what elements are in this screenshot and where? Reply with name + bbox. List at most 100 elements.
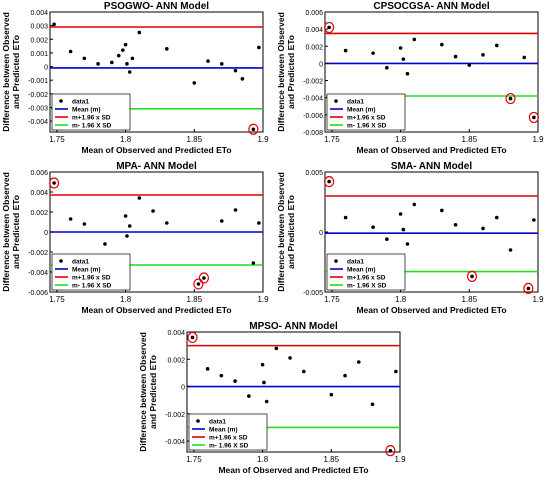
legend-box bbox=[326, 253, 406, 291]
chart-panel-5: MPSO- ANN Model 1.75 1.8 1.85 1.9 0.004 0.002 0… bbox=[138, 321, 406, 475]
data-point bbox=[52, 22, 56, 27]
data-point bbox=[206, 59, 210, 63]
chart-panel-3: MPA- ANN Model 1.75 1.8 1.85 1.9 0.006 0.004 0.… bbox=[1, 161, 269, 315]
legend-label: m+1.96 x SD bbox=[209, 435, 248, 442]
legend-label: data1 bbox=[72, 259, 89, 266]
outlier-highlight bbox=[528, 111, 539, 124]
outlier-highlight bbox=[49, 177, 60, 189]
data-point bbox=[508, 96, 513, 101]
x-tick-label: 1.85 bbox=[187, 135, 203, 144]
outlier-highlight bbox=[187, 331, 198, 344]
data-point bbox=[494, 43, 499, 48]
data-point bbox=[274, 346, 279, 351]
outlier-highlight bbox=[466, 270, 478, 283]
data-point bbox=[96, 62, 100, 66]
y-tick-label: -0.001 bbox=[28, 78, 48, 85]
data-point bbox=[329, 392, 334, 397]
data-point bbox=[190, 335, 195, 340]
data-point bbox=[401, 57, 406, 61]
x-tick-label: 1.75 bbox=[324, 295, 340, 304]
outlier-highlight bbox=[523, 282, 534, 294]
x-tick-label: 1.9 bbox=[257, 135, 269, 144]
y-axis-label: Difference between Observed bbox=[276, 12, 286, 132]
legend-box bbox=[51, 93, 131, 131]
data-point bbox=[130, 56, 135, 61]
data-point bbox=[257, 221, 261, 225]
legend-label: Mean (m) bbox=[347, 107, 376, 114]
y-tick-label: -0.002 bbox=[165, 412, 185, 419]
legend-label: Mean (m) bbox=[72, 267, 101, 274]
y-tick-label: 0.002 bbox=[305, 44, 323, 51]
x-tick-label: 1.75 bbox=[49, 135, 65, 144]
legend-label: m+1.96 x SD bbox=[347, 275, 386, 282]
legend-label: m- 1.96 X SD bbox=[72, 123, 112, 130]
legend-label: m+1.96 x SD bbox=[72, 115, 111, 122]
y-axis-label: and Predicted ETo bbox=[11, 195, 21, 269]
data-point bbox=[233, 379, 237, 383]
data-point bbox=[68, 217, 73, 221]
data-point bbox=[68, 49, 73, 54]
y-axis-label: Difference between Observed bbox=[1, 12, 11, 132]
data-point bbox=[125, 62, 129, 66]
x-tick-label: 1.85 bbox=[324, 455, 340, 464]
y-axis-label: Difference between Observed bbox=[138, 332, 148, 452]
data-point bbox=[385, 65, 389, 70]
legend-box bbox=[188, 413, 268, 451]
x-axis-label: Mean of Observed and Predicted ETo bbox=[81, 305, 231, 315]
legend-label: m- 1.96 X SD bbox=[72, 283, 112, 290]
x-axis-label: Mean of Observed and Predicted ETo bbox=[218, 465, 368, 475]
y-tick-label: 0.002 bbox=[30, 37, 48, 44]
data-point bbox=[137, 30, 142, 35]
x-tick-label: 1.8 bbox=[395, 295, 407, 304]
data-point bbox=[440, 208, 444, 213]
legend-marker-data bbox=[59, 99, 63, 103]
data-point bbox=[385, 237, 389, 241]
data-point bbox=[247, 394, 251, 398]
x-tick-label: 1.9 bbox=[257, 295, 269, 304]
data-point bbox=[356, 360, 361, 364]
x-tick-label: 1.9 bbox=[394, 455, 406, 464]
data-point bbox=[251, 127, 256, 132]
y-axis-label: and Predicted ETo bbox=[11, 35, 21, 109]
data-point bbox=[481, 53, 485, 57]
data-point bbox=[202, 276, 206, 280]
x-tick-label: 1.85 bbox=[462, 295, 478, 304]
outlier-highlight bbox=[324, 176, 335, 188]
x-tick-label: 1.9 bbox=[532, 135, 544, 144]
data-point bbox=[121, 48, 125, 52]
y-tick-label: 0.006 bbox=[305, 10, 323, 17]
y-axis-label: Difference between Observed bbox=[276, 172, 286, 292]
data-point bbox=[405, 242, 410, 246]
legend-marker-data bbox=[59, 259, 63, 263]
legend-label: Mean (m) bbox=[347, 267, 376, 274]
data-point bbox=[123, 214, 128, 218]
y-tick-label: 0.006 bbox=[30, 170, 48, 177]
legend-label: data1 bbox=[347, 99, 364, 106]
data-point bbox=[127, 224, 132, 228]
outlier-highlight bbox=[248, 123, 259, 135]
legend-marker-data bbox=[334, 99, 338, 103]
y-tick-label: 0.004 bbox=[30, 190, 48, 197]
data-point bbox=[205, 367, 210, 371]
y-tick-label: 0.001 bbox=[30, 51, 48, 58]
legend-label: data1 bbox=[72, 99, 89, 106]
data-point bbox=[82, 222, 87, 226]
data-point bbox=[481, 226, 485, 231]
data-point bbox=[327, 179, 331, 184]
legend-label: m- 1.96 X SD bbox=[209, 443, 249, 450]
outlier-highlight bbox=[198, 272, 210, 284]
y-tick-label: -0.006 bbox=[28, 290, 48, 297]
data-point bbox=[240, 77, 245, 81]
data-point bbox=[494, 215, 499, 220]
y-tick-label: 0 bbox=[181, 385, 185, 392]
legend-label: Mean (m) bbox=[72, 107, 101, 114]
data-point bbox=[82, 56, 87, 61]
x-tick-label: 1.8 bbox=[395, 135, 407, 144]
data-point bbox=[470, 274, 474, 279]
legend-label: m+1.96 x SD bbox=[347, 115, 386, 122]
y-tick-label: 0 bbox=[319, 61, 323, 68]
data-point bbox=[370, 402, 375, 407]
